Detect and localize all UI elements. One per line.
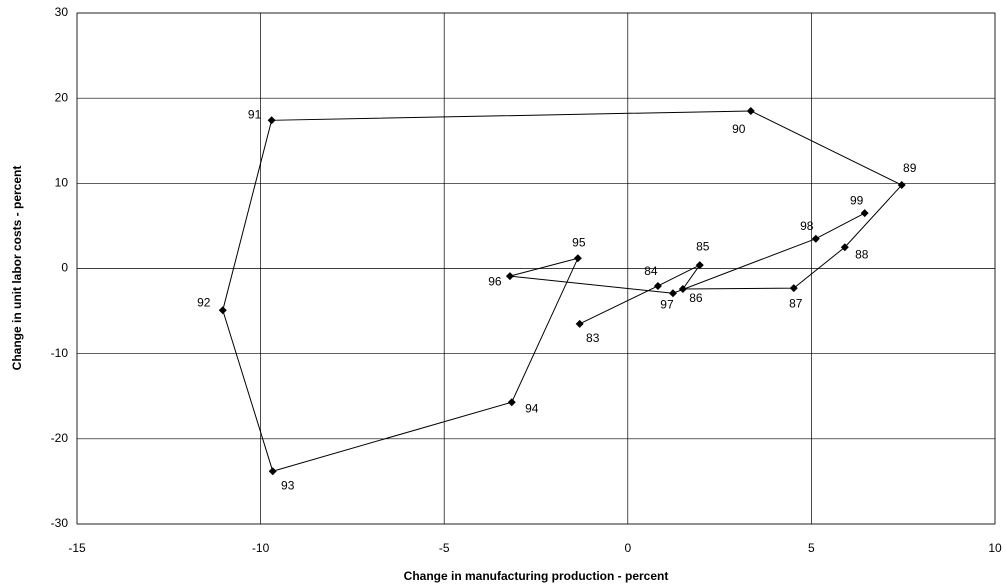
y-tick-label: 10 <box>55 176 69 190</box>
y-axis-title: Change in unit labor costs - percent <box>10 166 24 371</box>
point-label: 88 <box>855 247 869 261</box>
point-label: 84 <box>644 264 658 278</box>
point <box>575 319 584 328</box>
y-tick-label: 0 <box>61 261 68 275</box>
point-label: 94 <box>525 401 539 415</box>
point-label: 83 <box>586 331 600 345</box>
point <box>268 467 277 476</box>
point <box>840 243 849 252</box>
y-tick-label: -10 <box>51 346 69 360</box>
point <box>573 254 582 263</box>
point-label: 92 <box>197 295 211 309</box>
point <box>746 106 755 115</box>
point-label: 97 <box>660 297 674 311</box>
x-tick-label: -5 <box>439 541 450 555</box>
point-label: 89 <box>903 161 917 175</box>
point-label: 96 <box>488 274 502 288</box>
point <box>811 234 820 243</box>
point-label: 85 <box>696 239 710 253</box>
point-label: 91 <box>248 107 262 121</box>
point-label: 90 <box>732 122 746 136</box>
x-tick-label: 5 <box>808 541 815 555</box>
point <box>897 181 906 190</box>
point <box>860 209 869 218</box>
x-axis-title: Change in manufacturing production - per… <box>404 569 669 583</box>
y-tick-label: 30 <box>55 5 69 19</box>
x-tick-label: -15 <box>68 541 86 555</box>
point-label: 99 <box>850 193 864 207</box>
y-tick-label: -30 <box>51 516 69 530</box>
point <box>507 398 516 407</box>
x-tick-label: 10 <box>988 541 1002 555</box>
y-tick-label: -20 <box>51 431 69 445</box>
point <box>505 272 514 281</box>
y-tick-label: 20 <box>55 90 69 104</box>
point <box>668 289 677 298</box>
point-label: 87 <box>789 296 803 310</box>
point <box>695 261 704 270</box>
point-label: 98 <box>800 219 814 233</box>
point-label: 95 <box>572 235 586 249</box>
x-tick-label: -10 <box>252 541 270 555</box>
point <box>653 281 662 290</box>
point-label: 93 <box>281 478 295 492</box>
point <box>678 284 687 293</box>
point <box>789 284 798 293</box>
point-label: 86 <box>689 291 703 305</box>
point <box>218 306 227 315</box>
x-tick-label: 0 <box>624 541 631 555</box>
point <box>267 116 276 125</box>
